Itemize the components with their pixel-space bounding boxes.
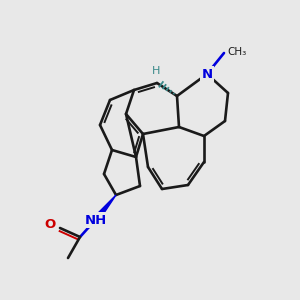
Text: NH: NH <box>85 214 107 226</box>
Text: O: O <box>45 218 56 232</box>
Text: H: H <box>152 66 160 76</box>
Polygon shape <box>96 195 116 219</box>
Text: CH₃: CH₃ <box>227 47 246 57</box>
Text: N: N <box>201 68 213 80</box>
